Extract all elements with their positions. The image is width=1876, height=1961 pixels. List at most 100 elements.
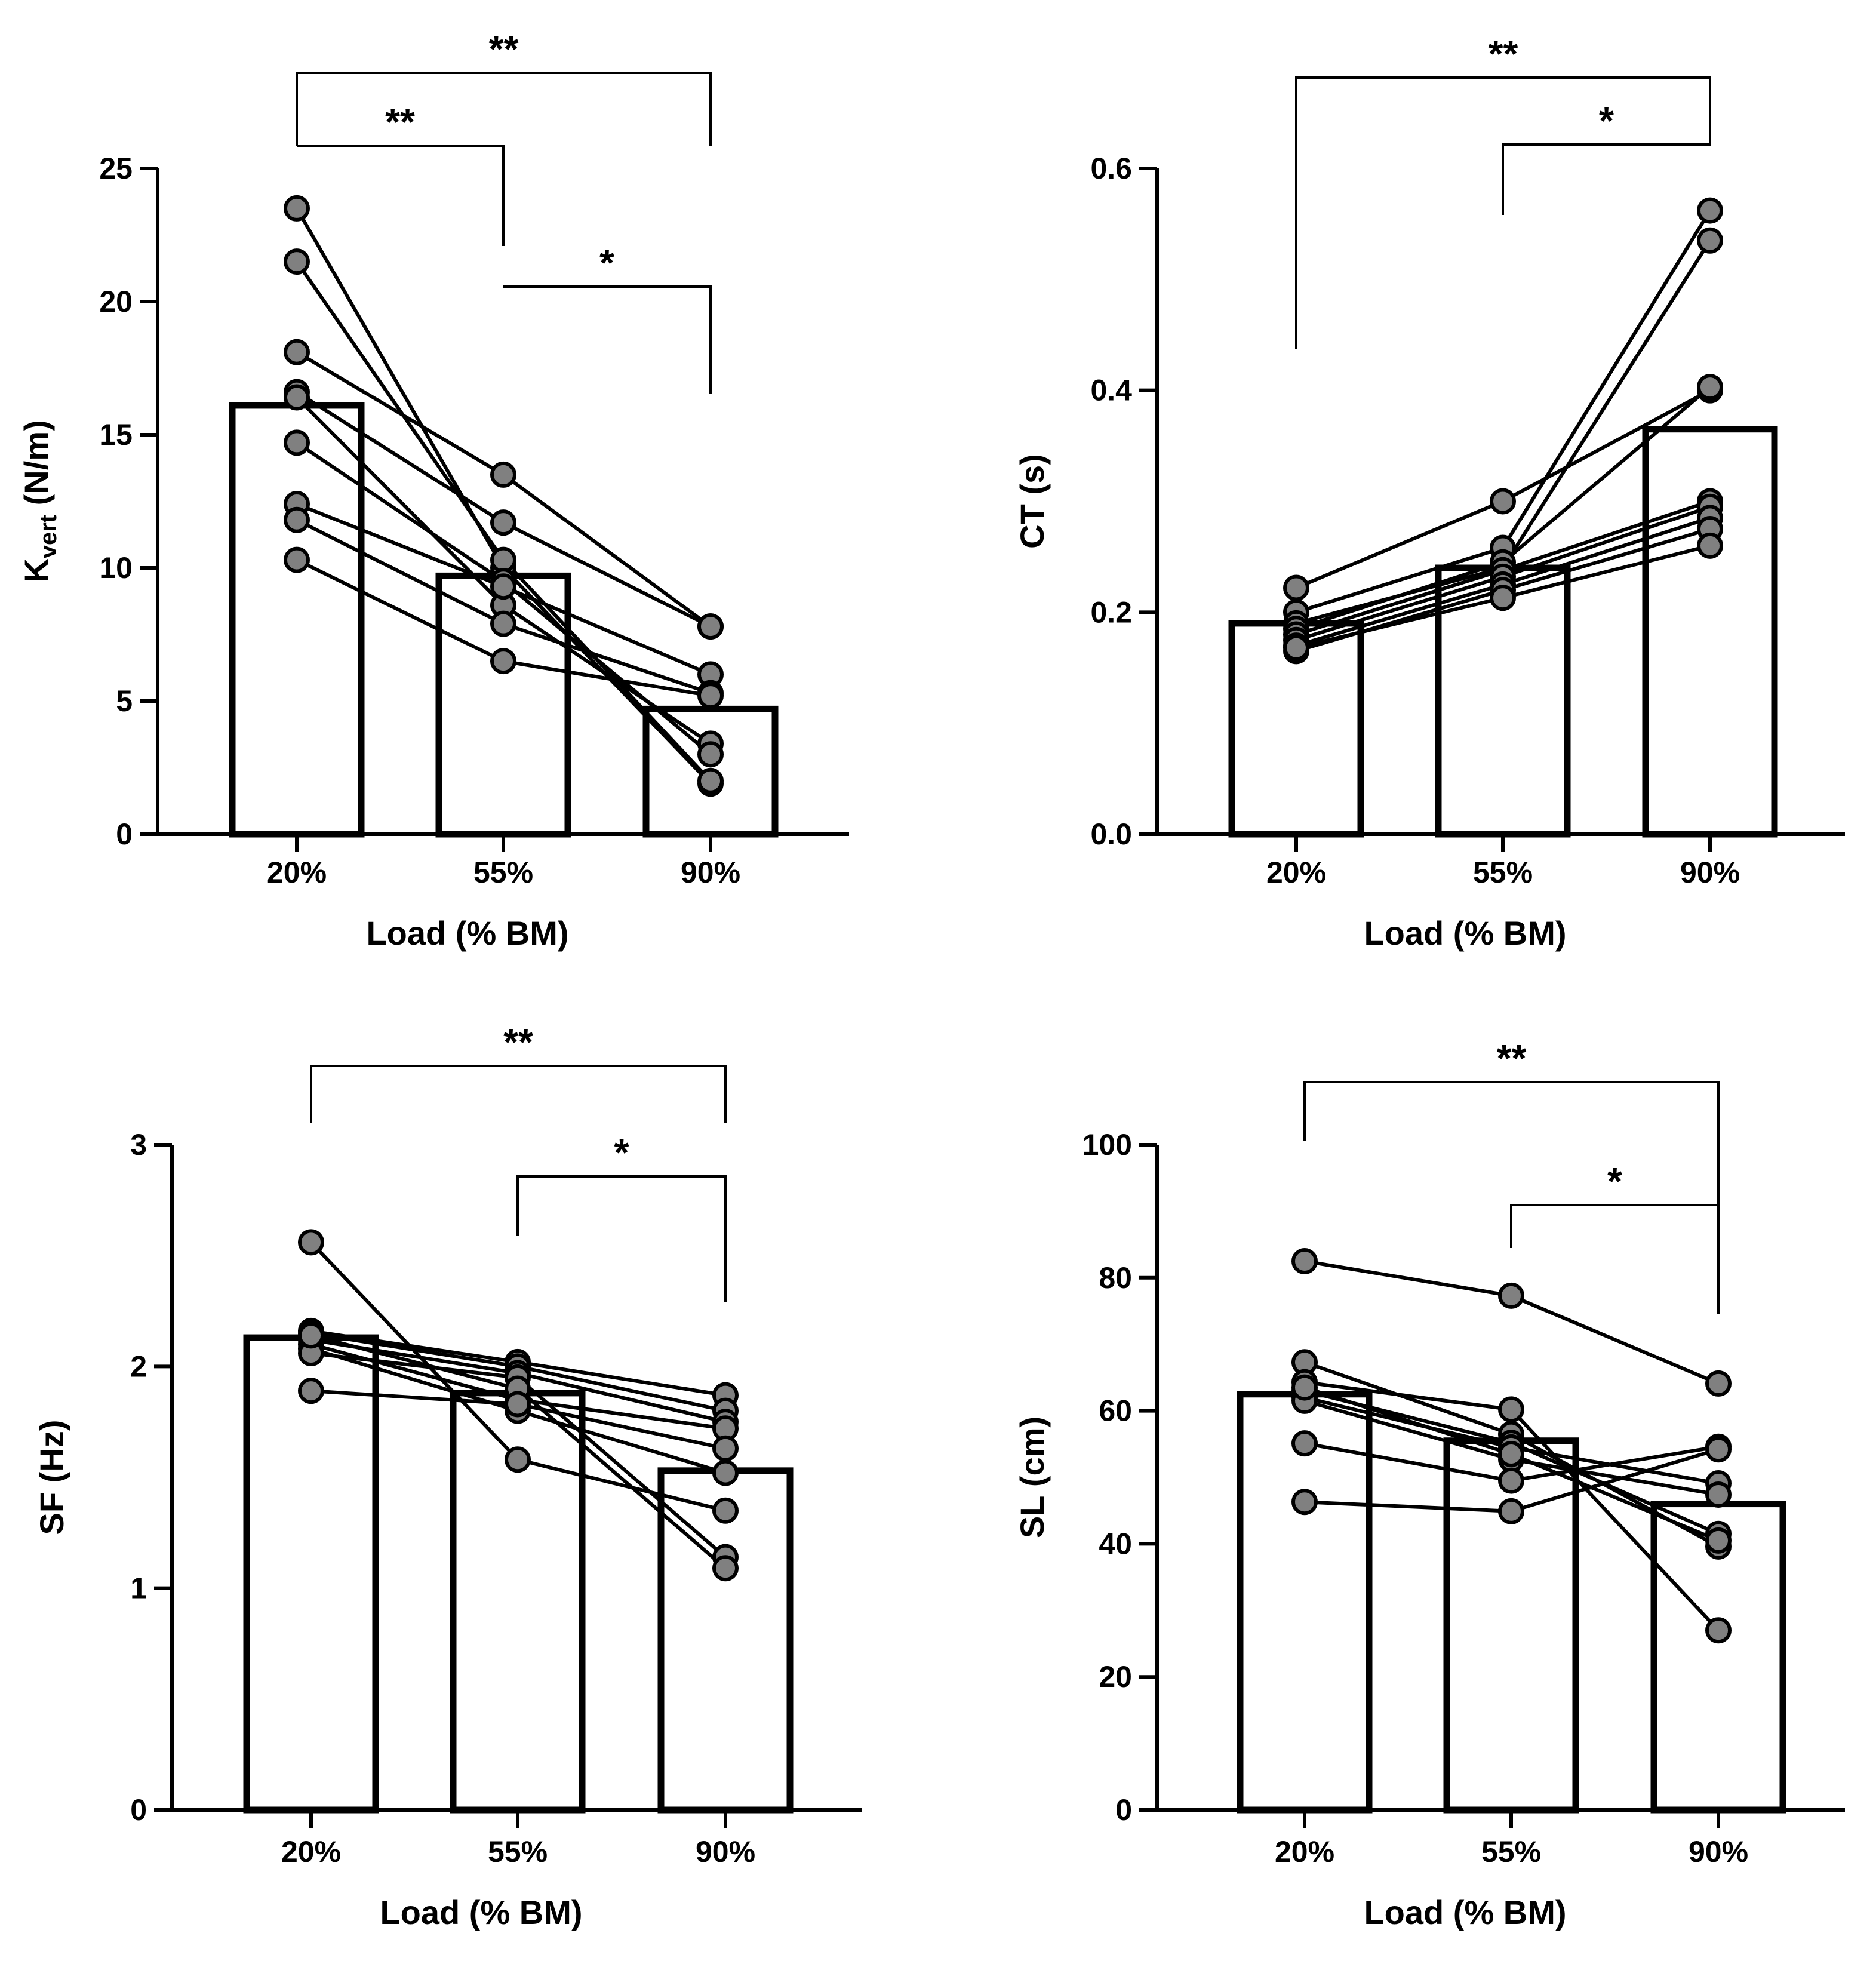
x-tick-label: 20%: [1275, 1835, 1334, 1868]
data-point: [284, 429, 310, 456]
data-point: [490, 648, 516, 675]
significance-label: *: [614, 1131, 629, 1174]
data-point: [1498, 1498, 1524, 1524]
y-tick-label: 20: [99, 285, 133, 318]
y-tick-label: 40: [1099, 1527, 1132, 1560]
y-tick-label: 0.6: [1090, 152, 1132, 185]
bar-20pct: [1237, 1391, 1373, 1814]
data-point: [1705, 1436, 1732, 1463]
data-point: [1498, 1396, 1524, 1423]
data-point: [284, 506, 310, 533]
data-point: [490, 546, 516, 573]
bar-90pct: [657, 1467, 794, 1814]
bar-90pct: [1650, 1501, 1786, 1814]
data-point: [712, 1555, 739, 1582]
significance-label: **: [489, 27, 519, 70]
significance-bracket: [1510, 1204, 1720, 1314]
significance-label: **: [1497, 1037, 1527, 1080]
y-tick-label: 60: [1099, 1394, 1132, 1428]
data-point: [1705, 1370, 1732, 1397]
data-point: [490, 509, 516, 536]
data-point: [298, 1322, 324, 1349]
significance-bracket: [1303, 1081, 1720, 1314]
data-point: [1697, 532, 1723, 559]
data-point: [284, 195, 310, 222]
bar-20pct: [243, 1334, 379, 1814]
y-axis-title: SF (Hz): [33, 1420, 70, 1535]
data-point: [284, 248, 310, 275]
significance-bracket: [296, 72, 712, 146]
data-point: [697, 613, 724, 640]
x-axis-title: Load (% BM): [366, 914, 568, 952]
y-tick-label: 5: [116, 684, 133, 718]
significance-bracket: [297, 145, 505, 246]
data-point: [1291, 1374, 1318, 1401]
x-tick-label: 90%: [696, 1835, 755, 1868]
data-point: [284, 339, 310, 365]
data-point: [1291, 1489, 1318, 1516]
data-point: [1697, 197, 1723, 224]
significance-label: *: [1599, 99, 1614, 142]
panel-sl: 0 20 40 60 80 100 20% 55% 90% Load (% BM) SL (cm) *…: [1013, 1037, 1845, 1931]
panel-kvert: 0 5 10 15 20 25 20% 55% 90% Load (% BM) Kvert (N/m…: [17, 27, 849, 952]
data-point: [1498, 1282, 1524, 1309]
data-point: [1498, 1467, 1524, 1494]
data-point: [284, 384, 310, 411]
significance-label: **: [503, 1021, 533, 1064]
data-point: [1490, 585, 1516, 611]
data-point: [1283, 634, 1309, 661]
data-point: [490, 610, 516, 637]
x-tick-label: 55%: [1473, 856, 1533, 889]
data-point: [697, 741, 724, 768]
x-tick-label: 90%: [1680, 856, 1740, 889]
y-tick-label: 0.2: [1090, 595, 1132, 629]
y-tick-label: 80: [1099, 1261, 1132, 1295]
significance-bracket: [1295, 76, 1711, 349]
data-point: [1490, 488, 1516, 515]
y-tick-label: 10: [99, 551, 133, 585]
data-point: [1498, 1441, 1524, 1468]
x-tick-label: 55%: [473, 856, 533, 889]
x-axis-title: Load (% BM): [1364, 914, 1566, 952]
x-tick-label: 20%: [281, 1835, 341, 1868]
significance-bracket: [516, 1175, 727, 1302]
significance-label: *: [599, 241, 614, 284]
significance-bracket: [503, 285, 712, 394]
x-tick-label: 20%: [1266, 856, 1326, 889]
significance-label: *: [1607, 1160, 1622, 1203]
y-tick-label: 15: [99, 418, 133, 451]
data-point: [1697, 227, 1723, 254]
y-tick-label: 3: [130, 1128, 147, 1161]
data-point: [490, 573, 516, 600]
x-tick-label: 55%: [488, 1835, 548, 1868]
x-axis-title: Load (% BM): [380, 1894, 582, 1931]
y-axis-title: Kvert (N/m): [17, 420, 61, 583]
data-point: [298, 1378, 324, 1404]
y-tick-label: 100: [1082, 1128, 1132, 1161]
data-point: [284, 546, 310, 573]
data-point: [505, 1391, 531, 1418]
subject-line: [1304, 1259, 1720, 1385]
data-point: [712, 1435, 739, 1462]
x-axis-title: Load (% BM): [1364, 1894, 1566, 1931]
x-tick-label: 90%: [681, 856, 740, 889]
data-point: [697, 683, 724, 709]
x-tick-label: 90%: [1689, 1835, 1748, 1868]
data-point: [1291, 1247, 1318, 1274]
x-tick-label: 20%: [267, 856, 327, 889]
data-point: [1705, 1481, 1732, 1508]
data-point: [712, 1497, 739, 1524]
y-tick-label: 0: [130, 1793, 147, 1827]
data-point: [1705, 1617, 1732, 1644]
bar-20pct: [229, 402, 365, 838]
panel-ct: 0.00.20.40.620% 55% 90%Load (% BM)CT (s)**…: [1013, 32, 1845, 952]
y-tick-label: 0.4: [1090, 374, 1132, 407]
data-point: [1283, 574, 1309, 601]
data-point: [505, 1446, 531, 1473]
y-tick-label: 1: [130, 1572, 147, 1605]
data-point: [1291, 1430, 1318, 1457]
data-point: [490, 461, 516, 488]
y-axis-title: CT (s): [1013, 454, 1051, 549]
